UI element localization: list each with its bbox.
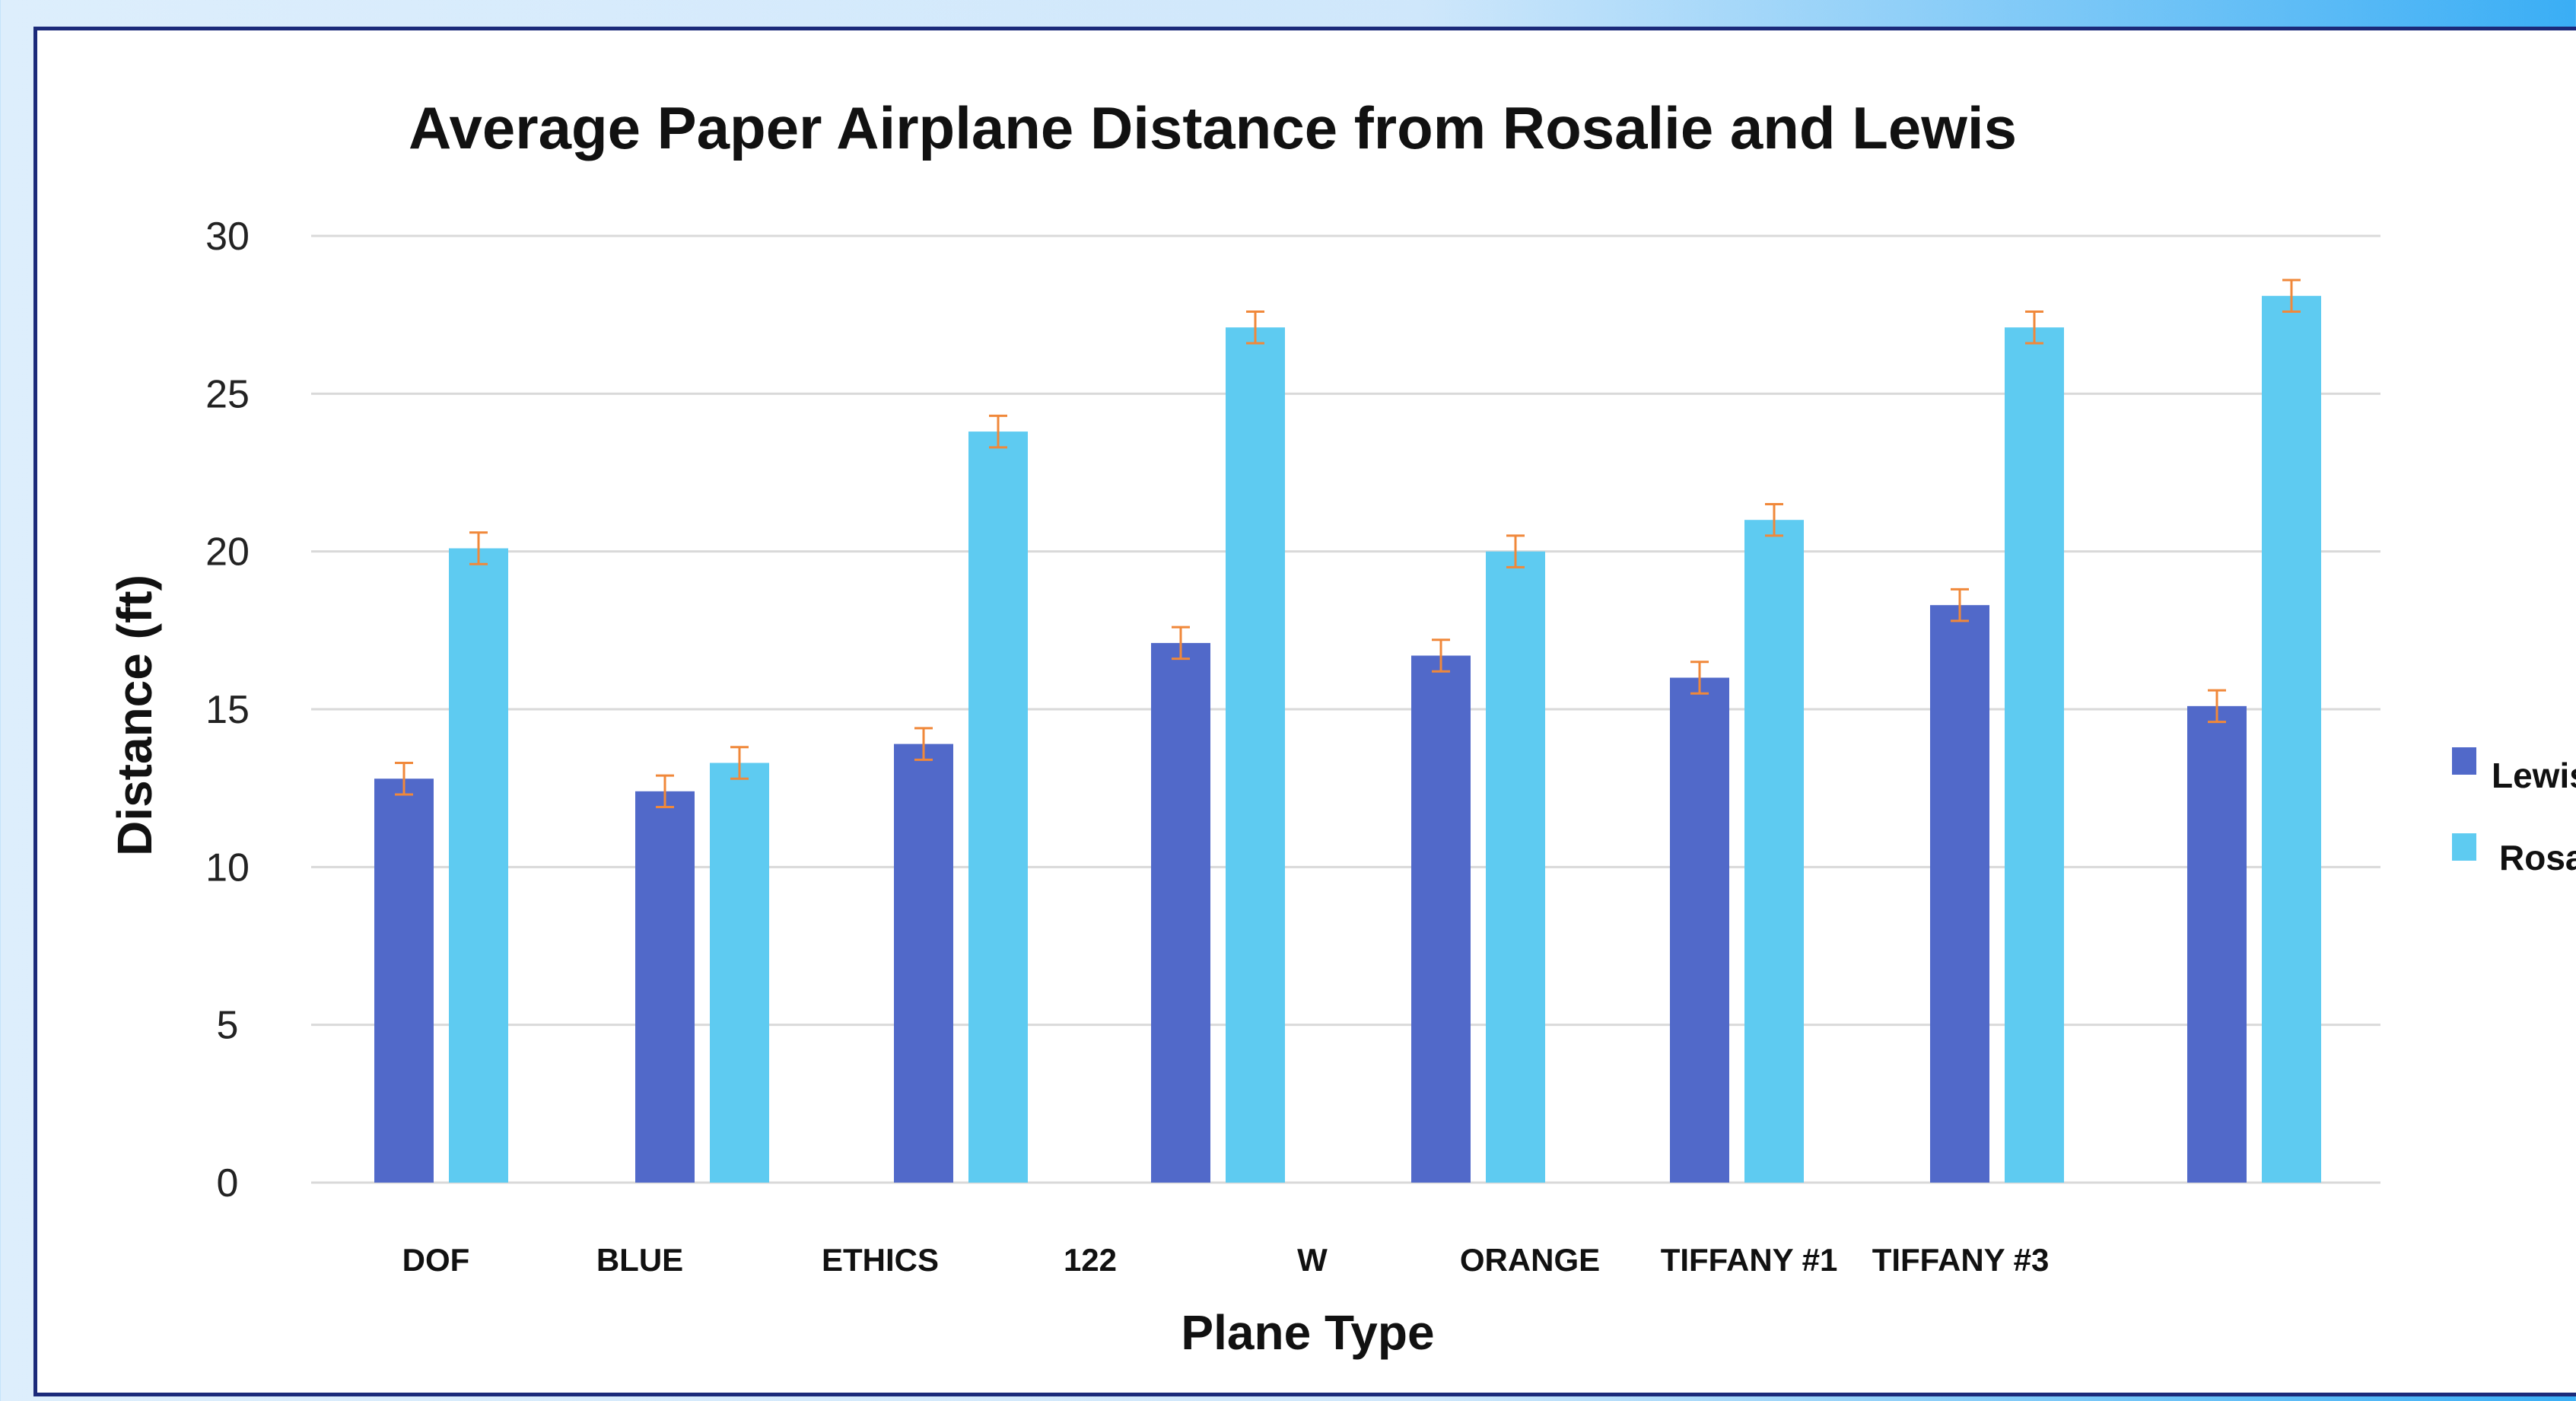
legend-swatch-rosalie <box>2452 833 2476 861</box>
legend: Lewis Rosalie <box>2452 747 2576 877</box>
bar-rosalie <box>968 431 1028 1183</box>
y-tick-label: 30 <box>205 215 250 259</box>
bar-lewis <box>894 743 953 1183</box>
bar-rosalie <box>1744 520 1804 1183</box>
y-tick-label: 20 <box>205 530 250 575</box>
bars <box>374 295 2321 1183</box>
gridlines <box>311 234 2380 1184</box>
legend-swatch-lewis <box>2452 747 2476 775</box>
error-bar <box>730 746 749 780</box>
error-bar <box>656 774 674 809</box>
x-tick-label: 122 <box>1064 1242 1117 1278</box>
x-axis-label: Plane Type <box>1181 1305 1434 1360</box>
error-bar <box>1951 587 1969 622</box>
error-bar <box>1246 310 1264 345</box>
y-axis-ticks: 0 5 10 15 20 25 30 <box>205 215 250 1205</box>
x-tick-label: TIFFANY #1 <box>1661 1242 1838 1278</box>
x-tick-label: DOF <box>402 1242 470 1278</box>
bar-lewis <box>374 779 434 1183</box>
y-tick-label: 15 <box>205 688 250 732</box>
y-tick-label: 25 <box>205 372 250 416</box>
error-bar <box>395 761 413 796</box>
bar-lewis <box>2187 705 2247 1183</box>
y-axis-label: Distance (ft) <box>107 575 162 856</box>
error-bar <box>469 531 488 565</box>
error-bar <box>1172 626 1190 661</box>
bar-chart: Average Paper Airplane Distance from Ros… <box>107 94 2576 1360</box>
x-tick-label: ETHICS <box>822 1242 939 1278</box>
bar-lewis <box>635 791 695 1183</box>
error-bar <box>2208 689 2226 724</box>
x-tick-label: BLUE <box>596 1242 683 1278</box>
y-tick-label: 5 <box>217 1004 239 1048</box>
error-bar <box>2025 310 2043 345</box>
error-bar <box>1765 502 1783 537</box>
x-tick-label: W <box>1297 1242 1328 1278</box>
bar-lewis <box>1670 677 1729 1183</box>
bar-lewis <box>1930 605 1989 1183</box>
error-bar <box>989 414 1007 449</box>
error-bar <box>1432 638 1450 673</box>
x-tick-label: ORANGE <box>1460 1242 1600 1278</box>
x-tick-label: TIFFANY #3 <box>1872 1242 2050 1278</box>
error-bars <box>395 279 2301 809</box>
legend-label-rosalie: Rosalie <box>2499 838 2576 877</box>
bar-rosalie <box>2005 327 2064 1183</box>
chart-frame: Average Paper Airplane Distance from Ros… <box>33 27 2576 1396</box>
error-bar <box>2282 279 2301 314</box>
error-bar <box>1690 661 1709 695</box>
x-axis-ticks: DOF BLUE ETHICS 122 W ORANGE TIFFANY #1 TIFFANY… <box>402 1242 2050 1278</box>
legend-label-lewis: Lewis <box>2492 756 2576 795</box>
bar-rosalie <box>710 763 769 1183</box>
error-bar <box>1506 534 1525 568</box>
bar-rosalie <box>2262 295 2321 1183</box>
bar-rosalie <box>1486 551 1545 1183</box>
chart-title: Average Paper Airplane Distance from Ros… <box>409 94 2017 161</box>
bar-rosalie <box>1226 327 1285 1183</box>
bar-rosalie <box>449 548 508 1183</box>
error-bar <box>914 727 933 761</box>
bar-lewis <box>1411 655 1471 1183</box>
y-tick-label: 0 <box>217 1161 239 1205</box>
y-tick-label: 10 <box>205 845 250 890</box>
bar-lewis <box>1151 642 1210 1183</box>
